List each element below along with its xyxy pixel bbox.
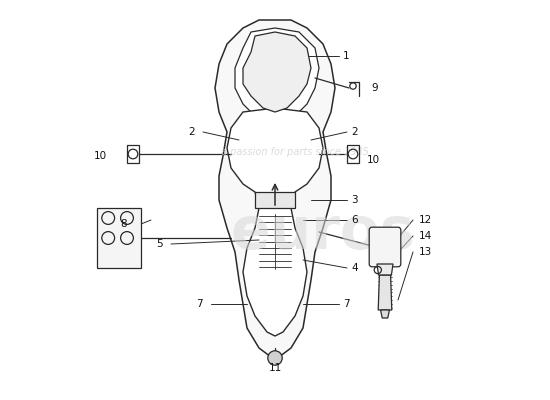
Text: 8: 8 xyxy=(120,219,127,229)
Text: 4: 4 xyxy=(351,263,358,273)
Polygon shape xyxy=(381,310,389,318)
Text: 3: 3 xyxy=(351,195,358,205)
Text: 2: 2 xyxy=(188,127,195,137)
Circle shape xyxy=(268,351,282,365)
Text: 7: 7 xyxy=(343,299,350,309)
Polygon shape xyxy=(235,28,319,120)
Text: 10: 10 xyxy=(367,155,380,165)
Text: 6: 6 xyxy=(351,215,358,225)
Text: 12: 12 xyxy=(419,215,432,225)
FancyBboxPatch shape xyxy=(369,227,401,267)
Polygon shape xyxy=(243,32,311,112)
Text: 2: 2 xyxy=(351,127,358,137)
Text: 14: 14 xyxy=(419,231,432,241)
FancyBboxPatch shape xyxy=(97,208,141,268)
FancyBboxPatch shape xyxy=(255,192,295,208)
Text: a passion for parts since 1985: a passion for parts since 1985 xyxy=(221,147,369,157)
Text: 11: 11 xyxy=(268,363,282,373)
Text: 5: 5 xyxy=(156,239,163,249)
Text: euros: euros xyxy=(230,204,415,260)
Polygon shape xyxy=(377,264,393,275)
Text: 9: 9 xyxy=(371,83,378,93)
Text: 7: 7 xyxy=(196,299,203,309)
Polygon shape xyxy=(215,20,335,360)
Polygon shape xyxy=(378,275,392,310)
Polygon shape xyxy=(227,108,323,336)
Text: 1: 1 xyxy=(343,51,350,61)
Text: 13: 13 xyxy=(419,247,432,257)
Text: 10: 10 xyxy=(94,151,107,161)
